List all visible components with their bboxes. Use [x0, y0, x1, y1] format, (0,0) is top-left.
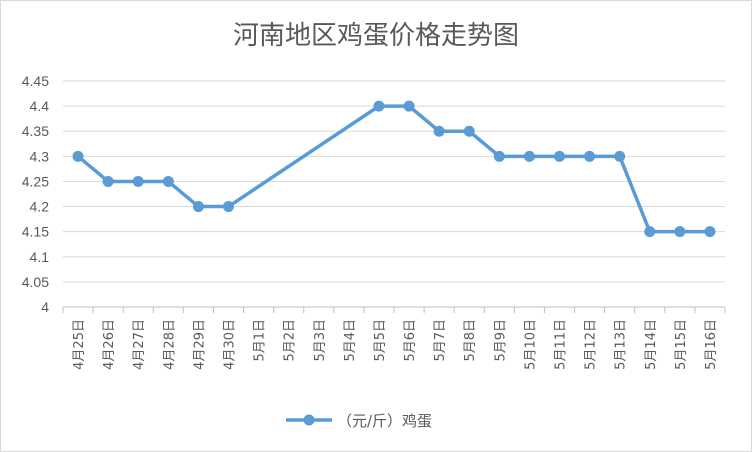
y-tick-label: 4.45	[22, 73, 49, 89]
x-tick-label: 5月8日	[463, 319, 478, 362]
x-tick-label: 4月27日	[132, 319, 147, 370]
y-tick-label: 4.05	[22, 274, 49, 290]
x-tick-label: 5月3日	[313, 319, 328, 362]
x-tick-label: 5月1日	[253, 319, 268, 362]
y-axis-ticks: 4 4.05 4.1 4.15 4.2 4.25 4.3 4.35 4.4 4.45	[22, 73, 49, 315]
data-point	[403, 100, 415, 112]
x-tick-label: 5月14日	[644, 319, 659, 370]
legend-marker-swatch	[303, 414, 315, 426]
data-point	[644, 226, 656, 238]
y-tick-label: 4.15	[22, 224, 49, 240]
x-tick-label: 5月16日	[704, 319, 719, 370]
x-tick-label: 4月26日	[102, 319, 117, 370]
x-tick-label: 5月5日	[373, 319, 388, 362]
data-point	[72, 150, 84, 162]
data-point	[674, 226, 686, 238]
x-axis-ticks: 4月25日 4月26日 4月27日 4月28日 4月29日 4月30日 5月1日 5月2日 5月…	[72, 319, 719, 370]
data-point	[192, 201, 204, 213]
y-tick-label: 4.4	[30, 98, 50, 114]
data-point	[102, 175, 114, 187]
x-tick-label: 5月11日	[554, 319, 569, 370]
data-point	[614, 150, 626, 162]
y-tick-label: 4.3	[30, 148, 50, 164]
y-tick-label: 4.1	[30, 249, 50, 265]
series-layer	[72, 100, 716, 238]
data-point	[433, 125, 445, 137]
data-point	[554, 150, 565, 162]
x-tick-label: 5月7日	[433, 319, 448, 362]
data-point	[223, 201, 234, 213]
x-tick-label: 5月12日	[584, 319, 599, 370]
grid-lines	[63, 80, 725, 283]
x-tick-label: 5月15日	[674, 319, 689, 370]
x-axis	[62, 306, 726, 313]
data-point	[704, 226, 716, 238]
data-point	[132, 175, 144, 187]
x-tick-label: 5月6日	[403, 319, 418, 362]
data-point	[493, 150, 505, 162]
data-point	[463, 125, 475, 137]
data-point	[162, 175, 174, 187]
x-tick-label: 4月29日	[192, 319, 207, 370]
series-line	[76, 104, 710, 234]
x-tick-label: 4月30日	[223, 319, 238, 370]
y-tick-label: 4.25	[22, 173, 49, 189]
x-tick-label: 5月2日	[283, 319, 298, 362]
chart-title: 河南地区鸡蛋价格走势图	[232, 21, 519, 51]
x-tick-label: 5月13日	[614, 319, 629, 370]
data-point	[373, 100, 385, 112]
y-tick-label: 4.2	[30, 199, 50, 215]
y-tick-label: 4.35	[22, 123, 49, 139]
x-tick-label: 5月9日	[493, 319, 508, 362]
legend: （元/斤）鸡蛋	[286, 412, 432, 430]
legend-label: （元/斤）鸡蛋	[337, 412, 432, 430]
data-point	[584, 150, 596, 162]
x-tick-label: 4月28日	[162, 319, 177, 370]
x-tick-label: 4月25日	[72, 319, 87, 370]
x-tick-label: 5月4日	[343, 319, 358, 362]
data-point	[523, 150, 535, 162]
x-tick-label: 5月10日	[523, 319, 538, 370]
y-tick-label: 4	[41, 299, 49, 315]
